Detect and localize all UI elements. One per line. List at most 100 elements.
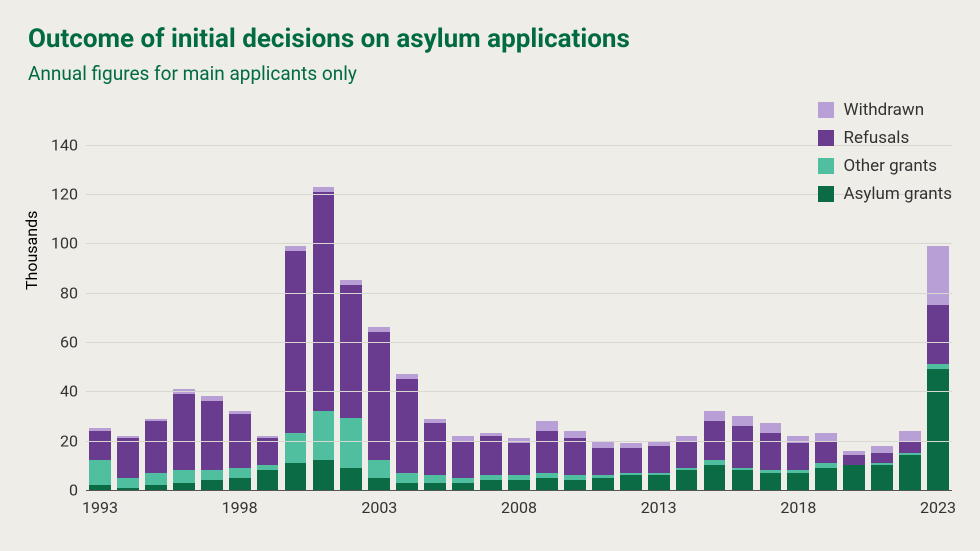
bar-segment-asylum_grants: [815, 468, 837, 490]
bar-2023: [927, 246, 949, 490]
bar-segment-asylum_grants: [201, 480, 223, 490]
bar-segment-asylum_grants: [285, 463, 307, 490]
y-tick-label: 0: [69, 481, 78, 500]
bar-2017: [760, 423, 782, 490]
chart-container: Outcome of initial decisions on asylum a…: [0, 0, 980, 551]
bar-segment-asylum_grants: [620, 475, 642, 490]
bar-segment-refusals: [899, 441, 921, 453]
axis-baseline: [86, 490, 952, 491]
grid-line: [86, 293, 952, 294]
y-tick-label: 60: [60, 333, 78, 352]
grid-line: [86, 441, 952, 442]
bar-segment-refusals: [676, 441, 698, 468]
x-tick-label: 2013: [641, 498, 677, 517]
legend: Withdrawn Refusals Other grants Asylum gran…: [818, 100, 952, 212]
bar-segment-refusals: [396, 379, 418, 473]
bar-2016: [732, 416, 754, 490]
bar-segment-other_grants: [145, 473, 167, 485]
bar-segment-asylum_grants: [732, 470, 754, 490]
legend-label: Withdrawn: [844, 100, 925, 120]
bar-2005: [424, 419, 446, 491]
bar-segment-withdrawn: [927, 246, 949, 305]
bar-segment-refusals: [732, 426, 754, 468]
grid-line: [86, 391, 952, 392]
bar-2000: [285, 246, 307, 490]
bar-2001: [313, 187, 335, 490]
bar-segment-asylum_grants: [648, 475, 670, 490]
bar-segment-refusals: [648, 446, 670, 473]
bar-segment-refusals: [480, 436, 502, 475]
bar-segment-withdrawn: [871, 446, 893, 453]
x-tick-label: 1993: [82, 498, 118, 517]
y-tick-label: 40: [60, 382, 78, 401]
bar-segment-other_grants: [117, 478, 139, 488]
bar-segment-asylum_grants: [452, 483, 474, 490]
bar-segment-withdrawn: [787, 436, 809, 443]
bar-2014: [676, 436, 698, 490]
bar-segment-withdrawn: [815, 433, 837, 440]
bar-segment-withdrawn: [760, 423, 782, 433]
bar-segment-withdrawn: [899, 431, 921, 441]
bar-segment-withdrawn: [732, 416, 754, 426]
bar-segment-asylum_grants: [424, 483, 446, 490]
bar-segment-refusals: [592, 448, 614, 475]
bar-segment-refusals: [313, 192, 335, 412]
bar-2015: [704, 411, 726, 490]
bar-segment-refusals: [340, 285, 362, 418]
bar-segment-refusals: [536, 431, 558, 473]
bar-segment-other_grants: [340, 418, 362, 467]
legend-item-other_grants: Other grants: [818, 156, 952, 176]
bar-segment-other_grants: [173, 470, 195, 482]
grid-line: [86, 342, 952, 343]
bar-1997: [201, 396, 223, 490]
bar-2011: [592, 441, 614, 490]
bar-segment-refusals: [117, 438, 139, 477]
chart-subtitle: Annual figures for main applicants only: [28, 62, 357, 85]
bar-segment-other_grants: [313, 411, 335, 460]
bar-segment-asylum_grants: [704, 465, 726, 490]
x-tick-label: 2003: [361, 498, 397, 517]
legend-swatch: [818, 130, 834, 146]
bar-segment-asylum_grants: [787, 473, 809, 490]
bar-1995: [145, 419, 167, 491]
bar-2007: [480, 433, 502, 490]
legend-item-refusals: Refusals: [818, 128, 952, 148]
legend-label: Refusals: [844, 128, 910, 148]
bar-segment-refusals: [620, 448, 642, 473]
bar-segment-other_grants: [424, 475, 446, 482]
bar-1996: [173, 389, 195, 490]
bar-segment-asylum_grants: [368, 478, 390, 490]
bar-1998: [229, 411, 251, 490]
bar-2003: [368, 327, 390, 490]
bar-segment-asylum_grants: [676, 470, 698, 490]
bar-segment-refusals: [787, 443, 809, 470]
bar-segment-refusals: [927, 305, 949, 364]
bar-segment-asylum_grants: [396, 483, 418, 490]
bar-segment-asylum_grants: [173, 483, 195, 490]
x-tick-label: 2008: [501, 498, 537, 517]
y-axis-label: Thousands: [22, 211, 41, 290]
legend-item-asylum_grants: Asylum grants: [818, 184, 952, 204]
y-tick-label: 140: [51, 135, 78, 154]
bar-segment-other_grants: [229, 468, 251, 478]
bar-segment-refusals: [760, 433, 782, 470]
bar-segment-other_grants: [201, 470, 223, 480]
bar-segment-refusals: [564, 438, 586, 475]
bar-segment-refusals: [815, 441, 837, 463]
bar-segment-refusals: [173, 394, 195, 470]
bar-2002: [340, 280, 362, 490]
bar-segment-asylum_grants: [508, 480, 530, 490]
bar-segment-refusals: [257, 438, 279, 465]
x-tick-label: 1998: [222, 498, 258, 517]
bar-segment-refusals: [145, 421, 167, 473]
legend-label: Other grants: [844, 156, 938, 176]
bar-2012: [620, 443, 642, 490]
bar-segment-refusals: [201, 401, 223, 470]
legend-swatch: [818, 158, 834, 174]
bar-segment-refusals: [843, 455, 865, 465]
bar-segment-asylum_grants: [592, 478, 614, 490]
bar-segment-asylum_grants: [871, 465, 893, 490]
bar-segment-asylum_grants: [899, 455, 921, 490]
bar-segment-asylum_grants: [536, 478, 558, 490]
bar-2021: [871, 446, 893, 490]
